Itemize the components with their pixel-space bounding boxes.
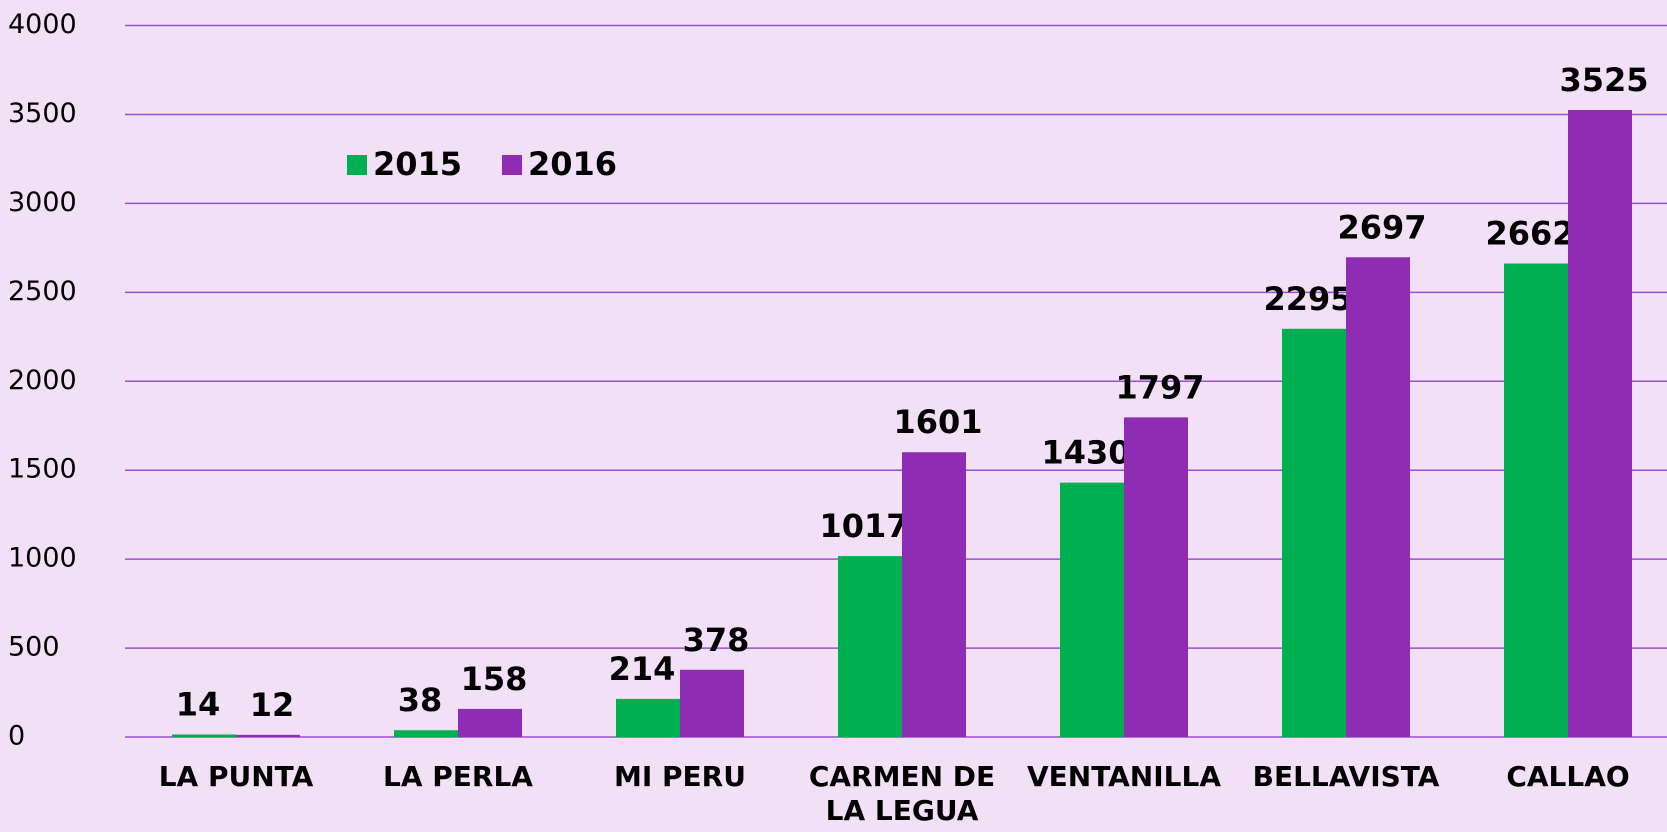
bar [1060,482,1124,737]
bar [172,734,236,737]
bar [458,708,522,737]
data-label: 2697 [1337,208,1426,246]
x-tick-label: BELLAVISTA [1252,760,1440,793]
bar [680,669,744,737]
y-tick-label: 3500 [8,98,77,129]
y-tick-label: 2500 [8,276,77,307]
data-label: 14 [176,686,221,724]
data-label: 38 [398,681,443,719]
x-tick-label: VENTANILLA [1026,760,1222,793]
legend-label: 2015 [373,145,462,183]
y-tick-label: 4000 [8,9,77,40]
legend-label: 2016 [528,145,617,183]
data-label: 2295 [1263,280,1352,318]
data-label: 1797 [1115,368,1204,406]
data-label: 2662 [1485,214,1574,252]
y-tick-label: 3000 [8,187,77,218]
data-label: 3525 [1559,61,1648,99]
bar [838,556,902,737]
y-tick-label: 1000 [8,543,77,574]
legend-swatch [502,155,522,175]
x-tick-label: LA PUNTA [158,760,314,793]
bar [616,698,680,737]
bar [236,734,300,737]
y-tick-label: 2000 [8,365,77,396]
y-tick-label: 500 [8,632,60,663]
bar [1282,328,1346,737]
data-label: 1601 [893,403,982,441]
legend-swatch [347,155,367,175]
y-tick-label: 0 [8,721,25,752]
bar [1346,257,1410,737]
data-label: 12 [250,686,295,724]
x-tick-label: CALLAO [1506,760,1630,793]
bar [902,452,966,737]
data-label: 158 [461,660,528,698]
bar [1504,263,1568,737]
bar [1124,417,1188,737]
x-tick-label: CARMEN DE LA LEGUA [808,760,996,827]
data-label: 214 [609,650,676,688]
x-tick-label: MI PERU [614,760,746,793]
data-label: 378 [683,621,750,659]
x-tick-label: LA PERLA [383,760,533,793]
data-label: 1430 [1041,434,1130,472]
bar [1568,109,1632,738]
y-tick-label: 1500 [8,454,77,485]
data-label: 1017 [819,507,908,545]
bar [394,730,458,737]
